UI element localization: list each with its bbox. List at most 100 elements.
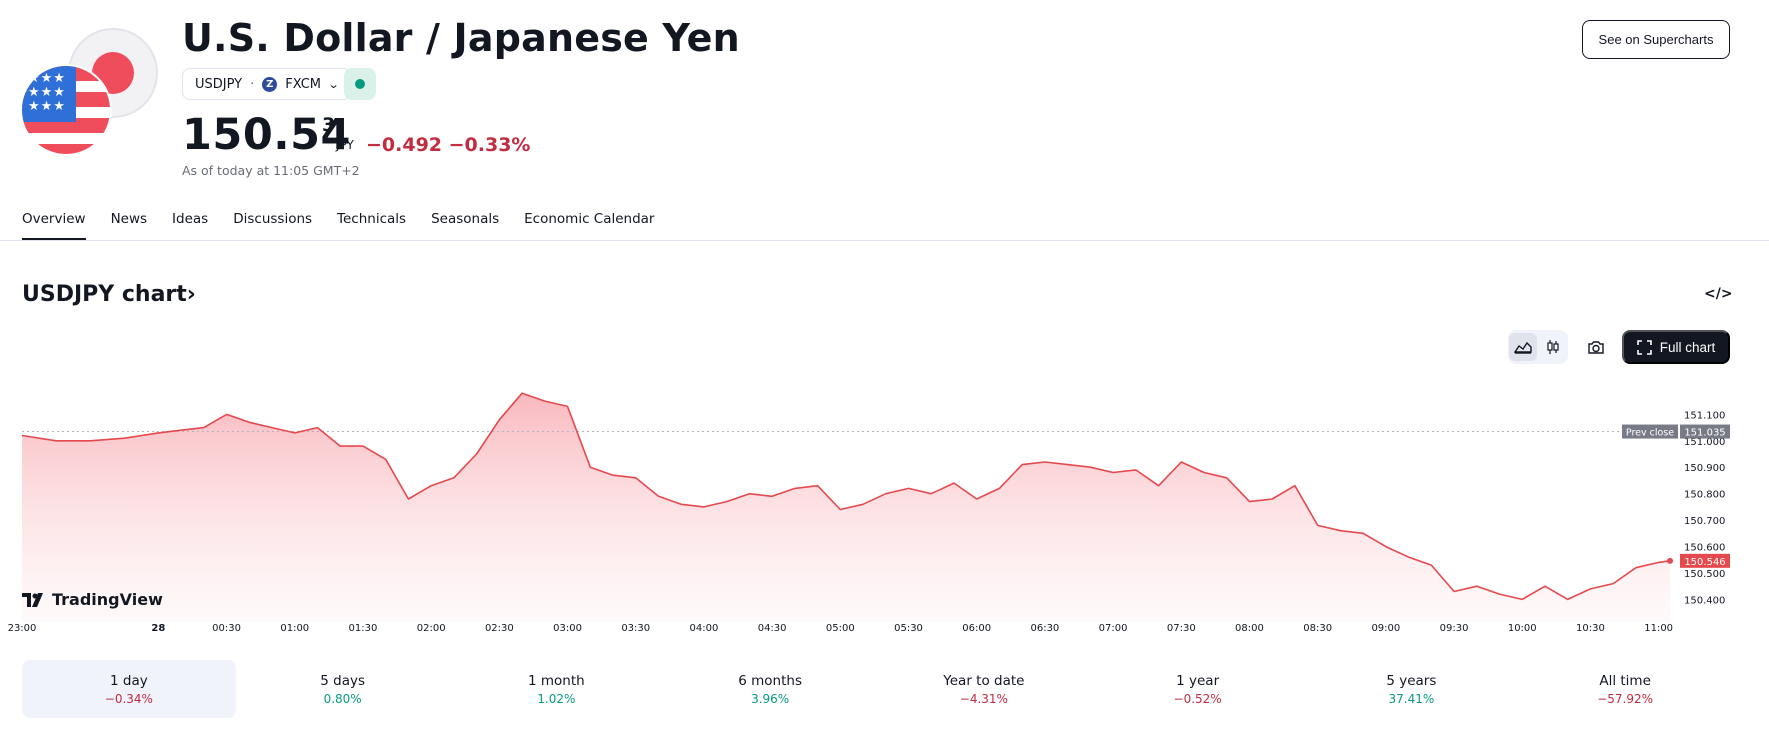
- x-tick-label: 10:30: [1576, 623, 1605, 634]
- y-tick-label: 151.100: [1684, 410, 1725, 421]
- price-change: −0.492 −0.33%: [366, 134, 531, 156]
- x-tick-label: 01:30: [349, 623, 378, 634]
- period-all-time[interactable]: All time −57.92%: [1518, 660, 1732, 718]
- x-tick-label: 07:00: [1099, 623, 1128, 634]
- full-chart-label: Full chart: [1659, 339, 1716, 355]
- separator: ·: [250, 76, 255, 92]
- chart-title: USDJPY chart: [22, 282, 187, 307]
- period-label: 1 day: [110, 672, 148, 689]
- x-tick-label: 10:00: [1508, 623, 1537, 634]
- period-label: Year to date: [943, 672, 1025, 689]
- period-label: 5 years: [1386, 672, 1437, 689]
- period-performance-bar: 1 day −0.34% 5 days 0.80% 1 month 1.02% 6 mont…: [22, 660, 1732, 718]
- chevron-right-icon: ›: [186, 282, 196, 307]
- period-change: −4.31%: [959, 691, 1008, 706]
- period-label: 1 year: [1176, 672, 1220, 689]
- period-change: −0.34%: [104, 691, 153, 706]
- candlestick-icon[interactable]: [1539, 333, 1567, 361]
- last-price-value: 150.546: [1684, 557, 1725, 568]
- us-flag-icon: ★★★ ★★★ ★★★: [20, 64, 112, 156]
- tab-news[interactable]: News: [110, 211, 148, 227]
- x-tick-label: 28: [151, 623, 165, 634]
- prev-close-value-tag: [1680, 424, 1730, 439]
- last-price: 150.54: [182, 110, 351, 160]
- period-5-days[interactable]: 5 days 0.80%: [236, 660, 450, 718]
- symbol-logo: ★★★ ★★★ ★★★: [20, 28, 160, 158]
- x-tick-label: 03:00: [553, 623, 582, 634]
- period-6-months[interactable]: 6 months 3.96%: [663, 660, 877, 718]
- price-chart[interactable]: 151.100 151.000 150.900 150.800 150.700 150.6…: [0, 380, 1769, 640]
- tabs-divider: [0, 240, 1769, 241]
- last-price-pipette: 3: [322, 114, 336, 136]
- x-tick-label: 01:00: [280, 623, 309, 634]
- period-label: 5 days: [320, 672, 365, 689]
- y-tick-label: 150.400: [1684, 595, 1725, 606]
- x-tick-label: 02:30: [485, 623, 514, 634]
- overview-tabs: Overview News Ideas Discussions Technica…: [22, 211, 655, 241]
- tab-discussions[interactable]: Discussions: [233, 211, 313, 227]
- price-currency: JPY: [336, 138, 354, 152]
- y-tick-label: 150.500: [1684, 569, 1725, 580]
- period-1-year[interactable]: 1 year −0.52%: [1091, 660, 1305, 718]
- last-price-tag: [1680, 553, 1730, 568]
- tradingview-brand: TradingView: [52, 590, 163, 609]
- x-tick-label: 05:30: [894, 623, 923, 634]
- x-tick-label: 00:30: [212, 623, 241, 634]
- period-label: All time: [1599, 672, 1651, 689]
- x-tick-label: 06:30: [1030, 623, 1059, 634]
- tradingview-logo-icon: [22, 592, 43, 607]
- period-5-years[interactable]: 5 years 37.41%: [1305, 660, 1519, 718]
- x-tick-label: 07:30: [1167, 623, 1196, 634]
- chart-style-switcher: [1508, 330, 1568, 364]
- x-tick-label: 08:00: [1235, 623, 1264, 634]
- x-tick-label: 11:00: [1644, 623, 1673, 634]
- period-change: −0.52%: [1173, 691, 1222, 706]
- x-tick-label: 04:30: [758, 623, 787, 634]
- tradingview-logo[interactable]: TradingView: [22, 590, 163, 609]
- market-status-badge[interactable]: [344, 68, 376, 100]
- fxcm-logo-icon: Z: [262, 76, 278, 92]
- code-icon[interactable]: </>: [1704, 286, 1733, 302]
- price-line: [21, 392, 1671, 601]
- period-1-month[interactable]: 1 month 1.02%: [450, 660, 664, 718]
- y-tick-label: 150.800: [1684, 490, 1725, 501]
- chart-title-link[interactable]: USDJPY chart›: [22, 282, 196, 307]
- full-chart-button[interactable]: Full chart: [1622, 330, 1730, 364]
- x-tick-label: 09:00: [1371, 623, 1400, 634]
- price-timestamp: As of today at 11:05 GMT+2: [182, 163, 360, 178]
- period-change: 37.41%: [1388, 691, 1435, 706]
- chevron-down-icon: ⌄: [327, 77, 340, 91]
- tab-seasonals[interactable]: Seasonals: [431, 211, 500, 227]
- tab-economic-calendar[interactable]: Economic Calendar: [524, 211, 655, 227]
- period-label: 1 month: [528, 672, 585, 689]
- period-1-day[interactable]: 1 day −0.34%: [22, 660, 236, 718]
- symbol-exchange-pill[interactable]: USDJPY · Z FXCM ⌄: [182, 68, 352, 100]
- expand-icon: [1636, 339, 1652, 355]
- camera-icon[interactable]: [1582, 333, 1610, 361]
- last-price-point: [1667, 557, 1673, 564]
- tab-technicals[interactable]: Technicals: [337, 211, 407, 227]
- y-tick-label: 151.000: [1684, 437, 1725, 448]
- x-tick-label: 05:00: [826, 623, 855, 634]
- area-chart-icon[interactable]: [1509, 333, 1537, 361]
- period-change: 0.80%: [323, 691, 362, 706]
- see-on-supercharts-button[interactable]: See on Supercharts: [1582, 20, 1730, 59]
- x-tick-label: 03:30: [621, 623, 650, 634]
- period-change: 1.02%: [537, 691, 576, 706]
- tab-overview[interactable]: Overview: [22, 211, 86, 241]
- price-area-fill: [22, 393, 1670, 622]
- y-tick-label: 150.600: [1684, 543, 1725, 554]
- period-label: 6 months: [738, 672, 802, 689]
- market-open-dot-icon: [355, 79, 365, 89]
- page-title: U.S. Dollar / Japanese Yen: [182, 16, 740, 60]
- prev-close-tag: [1622, 424, 1678, 439]
- x-tick-label: 02:00: [417, 623, 446, 634]
- x-tick-label: 23:00: [8, 623, 37, 634]
- prev-close-value: 151.035: [1684, 428, 1725, 439]
- period-change: 3.96%: [751, 691, 790, 706]
- period-year-to-date[interactable]: Year to date −4.31%: [877, 660, 1091, 718]
- x-tick-label: 06:00: [962, 623, 991, 634]
- tab-ideas[interactable]: Ideas: [172, 211, 209, 227]
- exchange-label: FXCM: [285, 76, 321, 92]
- symbol-label: USDJPY: [195, 76, 243, 92]
